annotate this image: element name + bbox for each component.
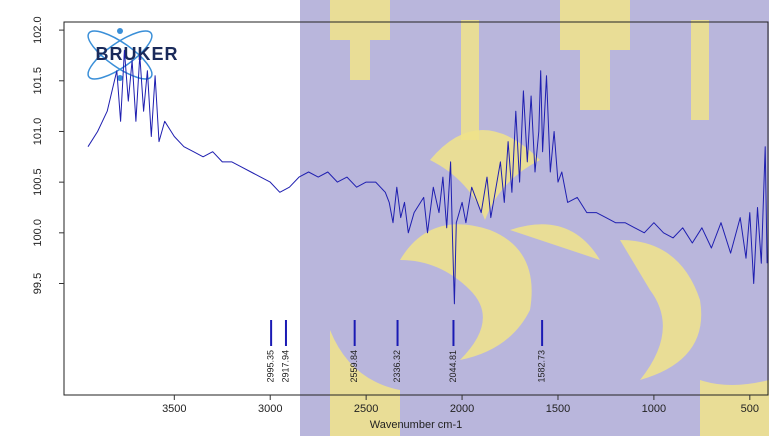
logo-text: BRUKER [95,44,178,64]
x-tick-label: 500 [741,403,759,415]
x-tick-label: 3500 [162,403,186,415]
y-tick-label: 99.5 [32,273,44,294]
y-tick-label: 100.0 [32,219,44,247]
x-tick-label: 2000 [450,403,474,415]
y-tick-label: 101.5 [32,67,44,95]
x-axis-label: Wavenumber cm-1 [370,419,463,431]
peak-label: 2995.35 [265,350,275,383]
chart: BRUKER Wavenumber cm-1 3500 3000 2500 2000 1… [0,0,769,436]
peak-label: 2559.84 [349,350,359,383]
x-tick-label: 2500 [354,403,378,415]
peak-label: 2044.81 [448,350,458,383]
x-tick-label: 1000 [642,403,666,415]
peak-label: 2336.32 [392,350,402,383]
x-tick-label: 1500 [546,403,570,415]
peak-label: 1582.73 [536,350,546,383]
page: {"chart_data": { "type": "line", "logo":… [0,0,769,436]
x-tick-label: 3000 [258,403,282,415]
y-tick-label: 101.0 [32,118,44,146]
watermark [300,0,769,436]
y-tick-label: 100.5 [32,168,44,196]
peak-label: 2917.94 [280,350,290,383]
y-tick-label: 102.0 [32,16,44,44]
